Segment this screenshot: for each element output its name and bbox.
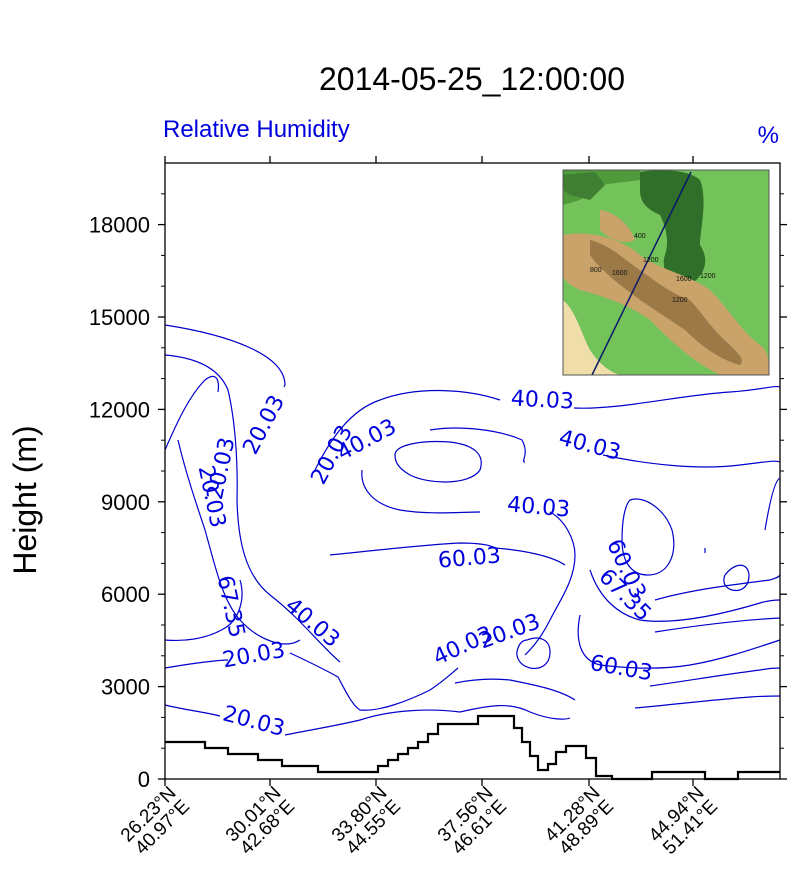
y-tick-label: 12000 bbox=[89, 397, 150, 422]
units-subtitle: % bbox=[758, 122, 779, 149]
contour-line bbox=[177, 439, 301, 645]
y-tick-label: 3000 bbox=[101, 675, 150, 700]
contour-label: 40.03 bbox=[556, 425, 623, 465]
contour-line bbox=[764, 477, 781, 531]
y-axis-label: Height (m) bbox=[7, 425, 43, 574]
contour-label: 20.03 bbox=[220, 701, 287, 741]
inset-map-highland-north bbox=[600, 210, 635, 242]
inset-contour-label: 1200 bbox=[643, 257, 659, 264]
inset-contour-label: 800 bbox=[590, 267, 602, 274]
inset-map-frame bbox=[562, 169, 770, 376]
contour-line bbox=[573, 385, 781, 409]
contour-label: 40.03 bbox=[510, 386, 574, 414]
y-tick-label: 15000 bbox=[89, 305, 150, 330]
inset-map-black-sea bbox=[563, 172, 605, 200]
contour-line bbox=[454, 678, 576, 701]
contour-label: 20.03 bbox=[476, 609, 544, 654]
contour-line bbox=[289, 652, 459, 711]
contour-label: 67.35 bbox=[212, 573, 250, 640]
x-tick-label: 44.94°N51.41°E bbox=[645, 783, 722, 859]
chart-title: 2014-05-25_12:00:00 bbox=[319, 61, 625, 97]
terrain-profile bbox=[165, 714, 780, 781]
contour-line bbox=[634, 695, 781, 709]
contour-line bbox=[329, 542, 566, 566]
contour-line bbox=[164, 324, 286, 388]
contour-line bbox=[314, 389, 501, 471]
inset-map-caspian-sea bbox=[640, 170, 706, 285]
inset-terrain-map: 400 800 1600 1200 1600 1200 1200 bbox=[562, 169, 770, 376]
contour-line bbox=[361, 469, 481, 514]
contour-line bbox=[516, 637, 551, 670]
contour-line bbox=[524, 511, 576, 656]
x-tick-label: 33.80°N44.55°E bbox=[328, 783, 405, 859]
contour-line bbox=[284, 704, 571, 736]
contour-line bbox=[654, 574, 781, 601]
contour-line bbox=[649, 667, 781, 687]
terrain-outline bbox=[165, 714, 780, 781]
contour-line bbox=[164, 354, 341, 663]
contour-label: 20.03 bbox=[221, 638, 287, 674]
contour-line bbox=[723, 564, 750, 592]
contour-line bbox=[394, 440, 482, 483]
inset-map-lowland bbox=[563, 300, 620, 375]
contour-line bbox=[164, 375, 220, 451]
inset-contour-label: 1200 bbox=[700, 273, 716, 280]
inset-map-mountains bbox=[590, 240, 742, 365]
contour-line bbox=[577, 614, 781, 669]
x-tick-label: 41.28°N48.89°E bbox=[541, 783, 618, 859]
y-tick-label: 9000 bbox=[101, 490, 150, 515]
variable-subtitle: Relative Humidity bbox=[163, 116, 350, 143]
terrain-fill bbox=[165, 716, 780, 779]
inset-contour-label: 400 bbox=[634, 233, 646, 240]
x-tick-label: 37.56°N46.61°E bbox=[434, 783, 511, 859]
contour-line bbox=[621, 498, 675, 576]
contour-line bbox=[164, 659, 229, 669]
contour-line bbox=[164, 579, 243, 642]
y-tick-label: 0 bbox=[138, 767, 150, 792]
contour-label: 40.03 bbox=[506, 492, 571, 522]
y-tick-label: 18000 bbox=[89, 213, 150, 238]
contour-label: 60.03 bbox=[588, 651, 654, 687]
contour-label: 60.03 bbox=[437, 543, 502, 573]
cross-section-line bbox=[591, 171, 692, 376]
y-tick-label: 6000 bbox=[101, 582, 150, 607]
inset-contour-label: 1600 bbox=[612, 270, 628, 277]
contour-line bbox=[429, 427, 526, 463]
contour-lines bbox=[164, 324, 781, 736]
x-tick-label: 30.01°N42.68°E bbox=[222, 783, 299, 859]
contour-line bbox=[602, 454, 781, 468]
inset-contour-label: 1200 bbox=[672, 297, 688, 304]
contour-line bbox=[164, 704, 221, 717]
contour-line bbox=[589, 569, 781, 622]
contour-label: 20.03 bbox=[238, 391, 290, 458]
contour-line bbox=[654, 617, 781, 633]
x-tick-label: 26.23°N40.97°E bbox=[117, 783, 194, 859]
inset-contour-label: 1600 bbox=[676, 276, 692, 283]
